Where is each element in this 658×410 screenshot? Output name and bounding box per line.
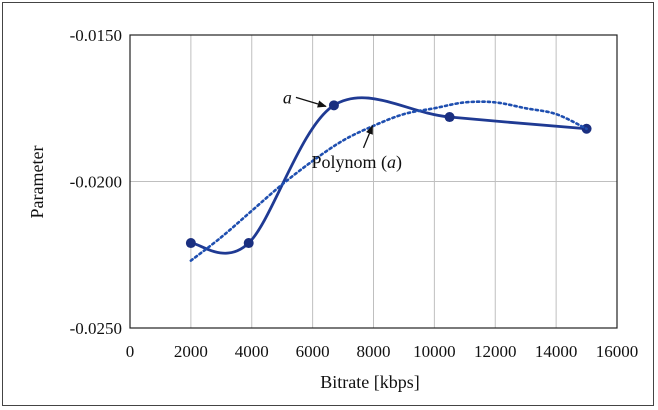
- x-tick-label: 14000: [535, 342, 578, 361]
- x-tick-label: 4000: [235, 342, 269, 361]
- x-tick-label: 10000: [413, 342, 456, 361]
- grid: [130, 35, 617, 328]
- annotation-arrow-a: [295, 96, 327, 108]
- x-tick-label: 12000: [474, 342, 517, 361]
- x-tick-label: 8000: [357, 342, 391, 361]
- x-tick-label: 16000: [596, 342, 639, 361]
- x-tick-label: 6000: [296, 342, 330, 361]
- annotation-text-prefix: Polynom (: [312, 152, 388, 173]
- annotation-text-suffix: ): [396, 152, 402, 173]
- chart-frame: [2, 2, 654, 406]
- series-layer: [185, 96, 592, 262]
- y-tick-labels: -0.0150 -0.0200 -0.0250: [70, 26, 122, 338]
- data-point: [444, 112, 455, 123]
- data-point: [243, 238, 254, 249]
- series-line-0: [190, 96, 587, 255]
- annotation-arrow-polynom: [362, 125, 374, 149]
- plot-area-border: [129, 34, 618, 329]
- y-axis-title: Parameter: [27, 146, 47, 219]
- annotation-label-a: a: [283, 87, 292, 107]
- y-tick-label: -0.0200: [70, 173, 122, 192]
- y-tick-label: -0.0250: [70, 319, 122, 338]
- annotation-text-italic: a: [387, 152, 396, 172]
- y-tick-label: -0.0150: [70, 26, 122, 45]
- x-tick-label: 0: [126, 342, 135, 361]
- series-line-1: [189, 100, 588, 262]
- x-tick-labels: 0 2000 4000 6000 8000 10000 12000 14000 16000: [126, 342, 639, 361]
- x-tick-label: 2000: [174, 342, 208, 361]
- data-point: [185, 238, 196, 249]
- x-axis-title: Bitrate [kbps]: [320, 372, 419, 392]
- data-point: [328, 100, 339, 111]
- annotation-label-polynom: Polynom (a): [312, 152, 403, 173]
